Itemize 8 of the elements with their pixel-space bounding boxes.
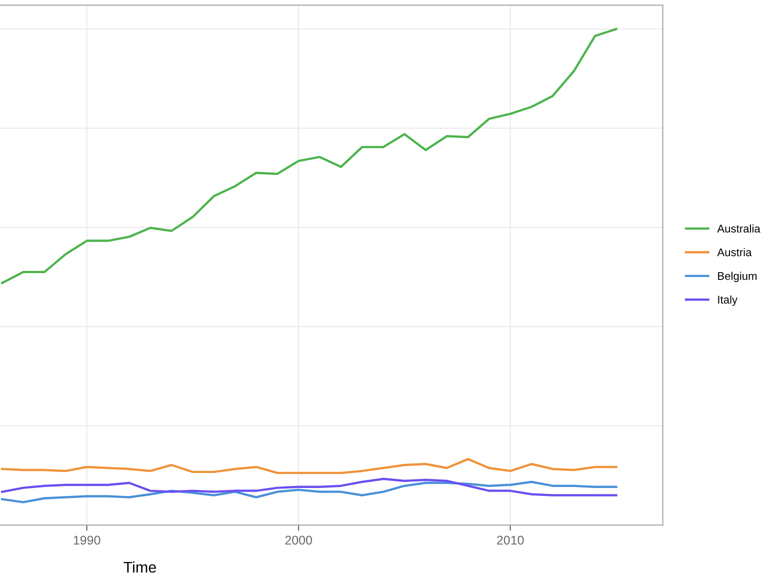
legend-label: Italy [718, 295, 738, 306]
legend-label: Austria [717, 248, 752, 256]
legend-label: Belgium [718, 272, 757, 282]
x-axis-title: Time [124, 561, 156, 573]
x-tick-label: 2000 [285, 536, 312, 545]
x-tick-label: 1990 [74, 536, 100, 545]
legend-label: Australia [717, 224, 760, 233]
x-tick-label: 2010 [497, 536, 524, 545]
